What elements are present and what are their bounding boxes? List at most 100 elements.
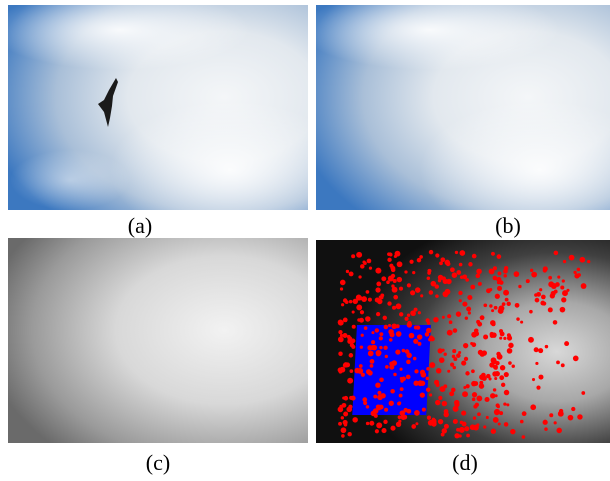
feature-point	[450, 267, 455, 272]
feature-point	[393, 373, 396, 376]
feature-point	[420, 294, 423, 297]
feature-point	[577, 414, 582, 419]
feature-point	[414, 410, 420, 416]
feature-point	[573, 356, 579, 362]
feature-point	[392, 306, 396, 310]
feature-point	[388, 276, 394, 282]
feature-point	[435, 400, 440, 405]
feature-point	[504, 422, 509, 427]
feature-point	[399, 312, 403, 316]
feature-point	[400, 379, 403, 382]
feature-point	[394, 255, 397, 258]
feature-point	[405, 349, 410, 354]
feature-point	[471, 332, 477, 338]
feature-point	[413, 357, 417, 361]
feature-point	[357, 368, 363, 374]
feature-point	[412, 271, 415, 274]
feature-point	[454, 400, 459, 405]
feature-point	[376, 405, 382, 411]
feature-point	[465, 371, 469, 375]
figure-svg: (a) (b) (c) (d)	[0, 0, 610, 481]
feature-point	[381, 276, 386, 281]
figure: (a) (b) (c) (d)	[0, 0, 610, 481]
feature-point	[528, 337, 534, 343]
feature-point	[340, 287, 343, 290]
feature-point	[555, 282, 560, 287]
feature-point	[475, 403, 479, 407]
feature-point	[563, 260, 566, 263]
feature-point	[347, 336, 352, 341]
feature-point	[383, 420, 387, 424]
feature-point	[470, 424, 476, 430]
feature-point	[371, 340, 375, 344]
feature-point	[491, 252, 495, 256]
feature-point	[352, 311, 355, 314]
feature-point	[360, 310, 364, 314]
feature-point	[384, 408, 388, 412]
feature-point	[499, 337, 502, 340]
feature-point	[482, 376, 487, 381]
feature-point	[427, 276, 431, 280]
feature-point	[435, 253, 439, 257]
feature-point	[499, 375, 504, 380]
feature-point	[503, 337, 506, 340]
feature-point	[374, 414, 378, 418]
feature-point	[463, 386, 466, 389]
feature-point	[429, 290, 434, 295]
feature-point	[450, 363, 454, 367]
feature-point	[571, 407, 575, 411]
feature-point	[429, 250, 433, 254]
feature-point	[543, 266, 548, 271]
feature-point	[377, 391, 381, 395]
feature-point	[414, 369, 418, 373]
feature-point	[391, 284, 394, 287]
feature-point	[431, 281, 437, 287]
feature-point	[538, 375, 543, 380]
feature-point	[360, 264, 365, 269]
feature-point	[417, 334, 422, 339]
feature-point	[510, 429, 515, 434]
feature-point	[404, 270, 407, 273]
feature-point	[389, 332, 394, 337]
feature-point	[548, 307, 553, 312]
feature-point	[376, 312, 380, 316]
feature-point	[556, 428, 562, 434]
feature-point	[522, 411, 527, 416]
feature-point	[357, 318, 361, 322]
feature-point	[403, 408, 408, 413]
feature-point	[497, 354, 503, 360]
feature-point	[494, 306, 498, 310]
feature-point	[389, 338, 393, 342]
feature-point	[343, 318, 348, 323]
feature-point	[506, 403, 509, 406]
feature-point	[531, 272, 537, 278]
feature-point	[338, 330, 342, 334]
feature-point	[376, 282, 381, 287]
feature-point	[428, 420, 434, 426]
feature-point	[479, 383, 485, 389]
feature-point	[343, 412, 348, 417]
feature-point	[343, 363, 347, 367]
feature-point	[407, 321, 411, 325]
feature-point	[460, 275, 463, 278]
feature-point	[389, 264, 393, 268]
feature-point	[536, 386, 540, 390]
feature-point	[496, 403, 500, 407]
feature-point	[496, 277, 501, 282]
feature-point	[409, 333, 415, 339]
feature-point	[377, 395, 382, 400]
feature-point	[532, 378, 535, 381]
feature-point	[426, 387, 430, 391]
feature-point	[522, 435, 526, 439]
feature-point	[435, 294, 439, 298]
feature-point	[468, 262, 472, 266]
feature-point	[562, 279, 565, 282]
feature-point	[530, 404, 536, 410]
feature-point	[574, 273, 579, 278]
feature-point	[470, 285, 475, 290]
feature-point	[534, 293, 538, 297]
feature-point	[427, 416, 431, 420]
feature-point	[472, 392, 477, 397]
feature-point	[498, 305, 504, 311]
feature-point	[385, 365, 389, 369]
